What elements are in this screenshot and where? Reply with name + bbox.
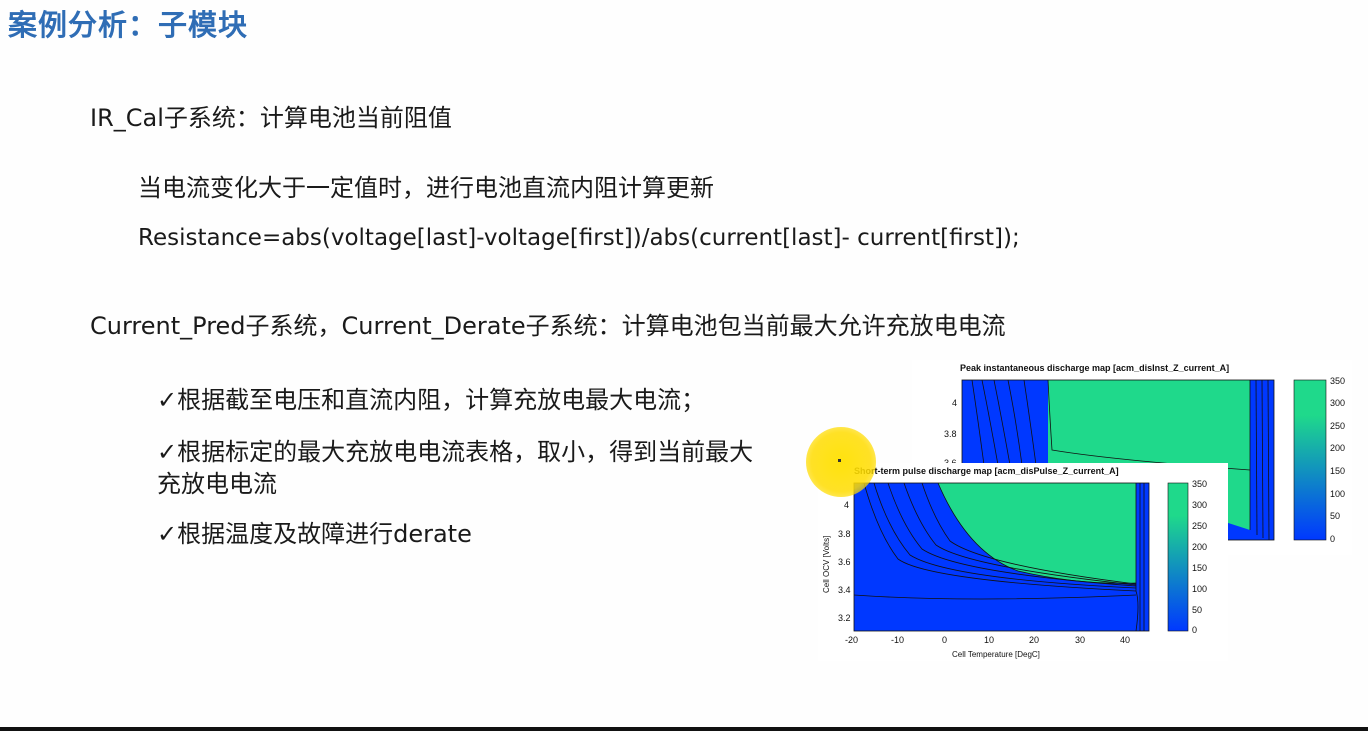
bullet-item: ✓根据温度及故障进行derate — [157, 514, 472, 549]
ir-cal-description: 当电流变化大于一定值时，进行电池直流内阻计算更新 — [138, 174, 714, 202]
bullet-text: 根据温度及故障进行derate — [177, 520, 472, 548]
x-axis-label: Cell Temperature [DegC] — [952, 650, 1040, 659]
y-tick-label: 3.2 — [838, 613, 851, 623]
chart-title: Peak instantaneous discharge map [acm_di… — [960, 363, 1230, 373]
contour-line — [993, 379, 1011, 466]
x-tick-label: -10 — [891, 635, 905, 645]
contour-line — [1007, 379, 1023, 466]
bottom-divider — [0, 727, 1368, 731]
colorbar-tick-label: 150 — [1192, 563, 1208, 573]
contour-line — [903, 482, 1137, 586]
contour-line — [1267, 379, 1270, 541]
contour-line — [853, 594, 1137, 600]
contour-line — [1135, 483, 1139, 632]
y-tick-label: 4 — [844, 500, 850, 510]
y-tick-label: 3.6 — [838, 557, 851, 567]
x-tick-label: 10 — [984, 635, 995, 645]
colorbar-tick-label: 350 — [1192, 479, 1208, 489]
x-tick-label: -20 — [845, 635, 859, 645]
colorbar-tick-label: 200 — [1192, 542, 1208, 552]
contour-line — [1023, 379, 1037, 466]
contour-line — [921, 482, 1137, 585]
ir-cal-heading: IR_Cal子系统：计算电池当前阻值 — [90, 104, 452, 132]
contour-line — [863, 482, 1137, 592]
colorbar-tick-label: 250 — [1330, 421, 1346, 431]
colorbar-tick-label: 50 — [1330, 511, 1341, 521]
x-tick-label: 20 — [1029, 635, 1040, 645]
bullet-text: 根据标定的最大充放电电流表格，取小，得到当前最大 — [177, 438, 754, 466]
x-tick-label: 40 — [1120, 635, 1131, 645]
colorbar-tick-label: 350 — [1330, 376, 1346, 386]
colorbar-tick-label: 50 — [1192, 605, 1203, 615]
resistance-formula: Resistance=abs(voltage[last]-voltage[fir… — [138, 225, 1020, 251]
colorbar-tick-label: 200 — [1330, 443, 1346, 453]
contour-line — [887, 482, 1137, 587]
contour-line — [1261, 379, 1264, 539]
colorbar-tick-label: 0 — [1192, 625, 1198, 635]
contour-line — [937, 482, 1137, 584]
bullet-item: 充放电电流 — [157, 464, 277, 499]
colorbar-tick-label: 150 — [1330, 466, 1346, 476]
x-tick-label: 0 — [942, 635, 948, 645]
colorbar-tick-label: 0 — [1330, 534, 1336, 544]
bullet-item: ✓根据标定的最大充放电电流表格，取小，得到当前最大 — [157, 432, 753, 467]
check-icon: ✓ — [157, 438, 178, 466]
bullet-text: 根据截至电压和直流内阻，计算充放电最大电流； — [177, 386, 706, 414]
check-icon: ✓ — [157, 520, 178, 548]
pulse-discharge-plot — [853, 482, 1189, 632]
y-tick-label: 4 — [952, 398, 958, 408]
y-tick-label: 3.4 — [838, 585, 851, 595]
high-region — [938, 483, 1136, 584]
plot-frame — [853, 482, 1150, 632]
colorbar — [1293, 379, 1327, 541]
bullet-item: ✓根据截至电压和直流内阻，计算充放电最大电流； — [157, 380, 705, 415]
colorbar-tick-label: 100 — [1192, 584, 1208, 594]
check-icon: ✓ — [157, 386, 178, 414]
slide-title: 案例分析：子模块 — [8, 8, 249, 42]
chart-title: Short-term pulse discharge map [acm_disP… — [854, 466, 1119, 476]
contour-line — [981, 379, 999, 466]
bullet-text: 充放电电流 — [157, 470, 277, 498]
x-tick-label: 30 — [1075, 635, 1086, 645]
colorbar-tick-label: 250 — [1192, 521, 1208, 531]
contour-line — [1255, 379, 1258, 536]
colorbar-tick-label: 100 — [1330, 489, 1346, 499]
mouse-cursor-icon — [838, 459, 841, 462]
pointer-highlight — [806, 427, 876, 497]
y-tick-label: 3.8 — [838, 529, 851, 539]
y-tick-label: 3.8 — [944, 429, 957, 439]
pulse-discharge-figure: Short-term pulse discharge map [acm_disP… — [818, 463, 1228, 661]
colorbar — [1167, 482, 1189, 632]
colorbar-tick-label: 300 — [1330, 398, 1346, 408]
contour-line — [873, 482, 1137, 589]
contour-line — [971, 379, 985, 466]
current-pred-heading: Current_Pred子系统，Current_Derate子系统：计算电池包当… — [90, 312, 1006, 340]
colorbar-tick-label: 300 — [1192, 500, 1208, 510]
